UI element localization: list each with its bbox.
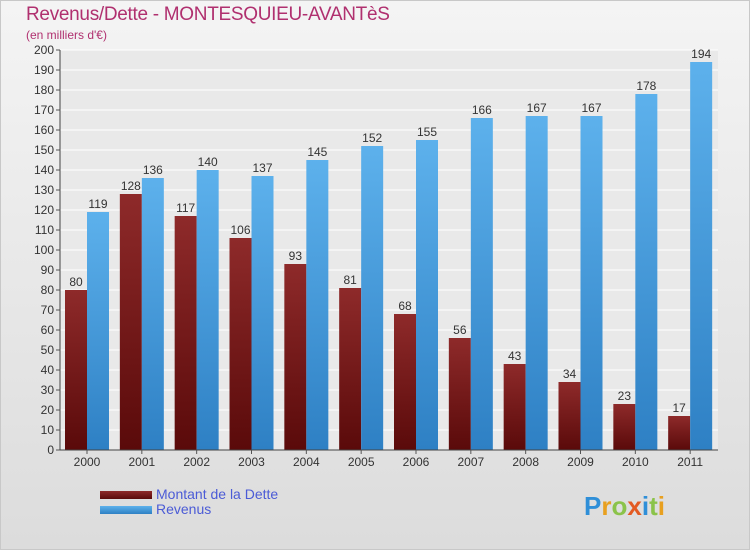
y-tick-label: 130: [34, 183, 54, 197]
bar-revenue-2010: [635, 94, 658, 450]
x-tick-label: 2010: [622, 455, 649, 469]
x-axis: 2000 2001 2002 2003 2004 2005 2006 2007 2008 2009…: [60, 449, 718, 469]
bar-revenue-2008: [525, 116, 548, 450]
bar-debt-2007: [448, 338, 471, 450]
y-tick-label: 150: [34, 143, 54, 157]
x-tick-label: 2006: [403, 455, 430, 469]
data-label-debt-2002: 117: [176, 201, 195, 215]
y-tick-label: 170: [34, 103, 54, 117]
bar-debt-2001: [119, 194, 142, 450]
y-tick-label: 140: [34, 163, 54, 177]
data-label-debt-2009: 34: [563, 367, 577, 381]
y-axis: 0 10 20 30 40 50 60 70 80 90 100 110 120 130 140 150 160…: [34, 43, 61, 457]
legend: Montant de la Dette Revenus: [100, 486, 340, 517]
bars: [65, 62, 713, 450]
data-label-revenue-2010: 178: [636, 79, 656, 93]
bar-debt-2003: [229, 238, 252, 450]
data-labels: 80 128 117 106 93 81 68 56 43 34 23 17 119 136 140 137 1…: [69, 47, 711, 415]
data-label-revenue-2006: 155: [417, 125, 437, 139]
data-label-revenue-2002: 140: [198, 155, 218, 169]
bar-revenue-2003: [251, 176, 274, 450]
y-tick-label: 180: [34, 83, 54, 97]
x-tick-label: 2008: [512, 455, 539, 469]
data-label-revenue-2011: 194: [691, 47, 711, 61]
data-label-revenue-2001: 136: [143, 163, 163, 177]
data-label-debt-2001: 128: [121, 179, 141, 193]
bar-debt-2010: [613, 404, 636, 450]
proxiti-logo: Proxiti: [584, 491, 665, 521]
bar-revenue-2005: [361, 146, 384, 450]
y-tick-label: 0: [47, 443, 54, 457]
y-tick-label: 20: [41, 403, 55, 417]
bar-debt-2002: [174, 216, 197, 450]
y-tick-label: 190: [34, 63, 54, 77]
data-label-debt-2006: 68: [398, 299, 412, 313]
svg-text:Proxiti: Proxiti: [584, 491, 665, 521]
bar-debt-2005: [339, 288, 362, 450]
x-tick-label: 2007: [457, 455, 484, 469]
bar-revenue-2011: [690, 62, 713, 450]
y-tick-label: 50: [41, 343, 55, 357]
bar-debt-2004: [284, 264, 307, 450]
chart-subtitle: (en milliers d'€): [26, 28, 107, 42]
x-tick-label: 2009: [567, 455, 594, 469]
y-tick-label: 70: [41, 303, 55, 317]
bar-revenue-2006: [416, 140, 438, 450]
data-label-debt-2010: 23: [618, 389, 632, 403]
legend-label-debt: Montant de la Dette: [156, 486, 279, 502]
bar-revenue-2007: [470, 118, 493, 450]
bar-revenue-2002: [196, 170, 219, 450]
y-tick-label: 200: [34, 43, 54, 57]
legend-swatch-revenue: [100, 506, 152, 514]
data-label-debt-2007: 56: [453, 323, 467, 337]
data-label-debt-2004: 93: [289, 249, 303, 263]
bar-revenue-2000: [87, 212, 109, 450]
data-label-revenue-2000: 119: [88, 197, 107, 211]
x-tick-label: 2000: [74, 455, 101, 469]
data-label-debt-2011: 17: [672, 401, 686, 415]
data-label-revenue-2004: 145: [307, 145, 327, 159]
y-tick-label: 30: [41, 383, 55, 397]
bar-revenue-2004: [306, 160, 329, 450]
legend-item-revenue: Revenus: [100, 501, 340, 517]
legend-item-debt: Montant de la Dette: [100, 486, 340, 502]
data-label-debt-2005: 81: [343, 273, 357, 287]
x-tick-label: 2002: [183, 455, 210, 469]
data-label-revenue-2005: 152: [362, 131, 382, 145]
bar-debt-2009: [558, 382, 581, 450]
y-tick-label: 110: [35, 223, 54, 237]
y-tick-label: 120: [34, 203, 54, 217]
bar-debt-2008: [503, 364, 526, 450]
y-tick-label: 40: [41, 363, 55, 377]
y-tick-label: 160: [34, 123, 54, 137]
bar-debt-2006: [394, 314, 416, 450]
chart-title: Revenus/Dette - MONTESQUIEU-AVANTèS: [26, 4, 390, 25]
legend-label-revenue: Revenus: [156, 501, 212, 517]
bar-revenue-2009: [580, 116, 603, 450]
data-label-revenue-2009: 167: [581, 101, 601, 115]
data-label-revenue-2007: 166: [472, 103, 492, 117]
data-label-debt-2003: 106: [230, 223, 250, 237]
x-tick-label: 2001: [128, 455, 155, 469]
data-label-debt-2008: 43: [508, 349, 522, 363]
y-tick-label: 80: [41, 283, 55, 297]
y-tick-label: 100: [34, 243, 54, 257]
bar-debt-2000: [65, 290, 87, 450]
bar-debt-2011: [668, 416, 691, 450]
legend-swatch-debt: [100, 491, 152, 499]
data-label-revenue-2003: 137: [252, 161, 272, 175]
data-label-revenue-2008: 167: [527, 101, 547, 115]
x-tick-label: 2004: [293, 455, 320, 469]
y-tick-label: 90: [41, 263, 55, 277]
data-label-debt-2000: 80: [69, 275, 83, 289]
bar-revenue-2001: [141, 178, 164, 450]
x-tick-label: 2003: [238, 455, 265, 469]
y-tick-label: 60: [41, 323, 55, 337]
x-tick-label: 2011: [677, 455, 703, 469]
y-tick-label: 10: [41, 423, 55, 437]
x-tick-label: 2005: [348, 455, 375, 469]
